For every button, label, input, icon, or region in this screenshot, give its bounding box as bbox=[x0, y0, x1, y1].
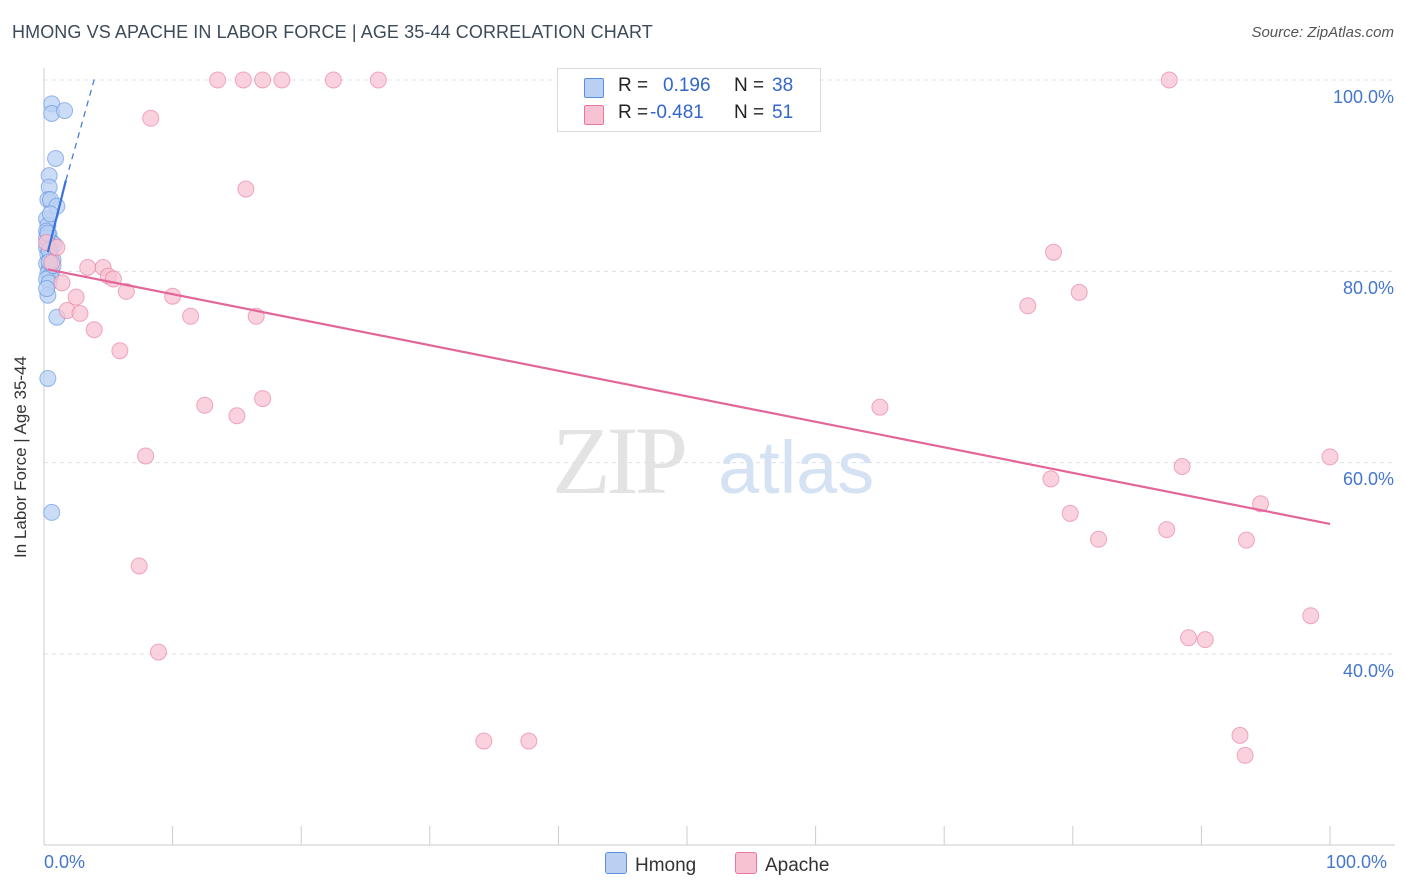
r-label: R = bbox=[618, 75, 649, 96]
apache-point bbox=[1061, 504, 1079, 522]
apache-point bbox=[53, 274, 71, 292]
apache-point bbox=[1042, 470, 1060, 488]
apache-point bbox=[1302, 607, 1320, 625]
apache-point bbox=[520, 732, 538, 750]
hmong-point bbox=[56, 102, 74, 120]
y-tick-label: 80.0% bbox=[1342, 278, 1394, 298]
watermark-atlas: atlas bbox=[718, 426, 875, 509]
apache-point bbox=[237, 180, 255, 198]
hmong-trend-extension bbox=[65, 75, 97, 181]
apache-point bbox=[324, 71, 342, 89]
apache-point bbox=[1019, 297, 1037, 315]
apache-point bbox=[71, 304, 89, 322]
chart-title: HMONG VS APACHE IN LABOR FORCE | AGE 35-… bbox=[12, 22, 653, 42]
legend-row-hmong: R = 0.196 N = 38 bbox=[558, 74, 820, 100]
apache-point bbox=[117, 282, 135, 300]
apache-point bbox=[67, 288, 85, 306]
apache-point bbox=[130, 557, 148, 575]
legend-label: Hmong bbox=[635, 855, 697, 876]
apache-point bbox=[1158, 521, 1176, 539]
legend-label: Apache bbox=[765, 855, 830, 876]
n-label: N = bbox=[734, 75, 765, 96]
apache-point bbox=[1070, 283, 1088, 301]
apache-point bbox=[142, 109, 160, 127]
apache-point bbox=[43, 254, 61, 272]
legend: R = 0.196 N = 38 R = -0.481 N = 51 bbox=[557, 68, 821, 132]
apache-point bbox=[1231, 726, 1249, 744]
x-tick-label: 0.0% bbox=[44, 852, 86, 872]
apache-point bbox=[1321, 448, 1339, 466]
apache-point bbox=[137, 447, 155, 465]
r-value: 0.196 bbox=[663, 75, 711, 96]
apache-point bbox=[228, 407, 246, 425]
y-tick-label: 100.0% bbox=[1332, 87, 1394, 107]
apache-swatch bbox=[584, 105, 604, 125]
apache-point bbox=[1090, 530, 1108, 548]
apache-point bbox=[475, 732, 493, 750]
apache-point bbox=[1045, 243, 1063, 261]
apache-point bbox=[79, 259, 97, 277]
apache-point bbox=[369, 71, 387, 89]
watermark-zip: ZIP bbox=[552, 407, 688, 514]
source-label: Source: ZipAtlas.com bbox=[1251, 24, 1394, 41]
hmong-point bbox=[38, 280, 56, 298]
apache-point bbox=[182, 307, 200, 325]
apache-point bbox=[1196, 631, 1214, 649]
legend-row-apache: R = -0.481 N = 51 bbox=[558, 101, 820, 127]
apache-point bbox=[871, 398, 889, 416]
y-tick-label: 60.0% bbox=[1342, 469, 1394, 489]
apache-point bbox=[254, 71, 272, 89]
hmong-trend-line bbox=[46, 180, 67, 253]
apache-point bbox=[209, 71, 227, 89]
n-label: N = bbox=[734, 102, 765, 123]
n-value: 38 bbox=[772, 75, 794, 96]
x-tick-label: 100.0% bbox=[1326, 852, 1388, 872]
hmong-point bbox=[39, 369, 57, 387]
legend-item-hmong: Hmong bbox=[605, 852, 696, 877]
r-value: -0.481 bbox=[650, 102, 704, 123]
apache-swatch bbox=[735, 852, 757, 874]
apache-point bbox=[111, 342, 129, 360]
apache-trend-line bbox=[47, 268, 1331, 525]
hmong-swatch bbox=[584, 78, 604, 98]
y-tick-label: 40.0% bbox=[1342, 661, 1394, 681]
apache-point bbox=[1173, 457, 1191, 475]
hmong-point bbox=[43, 503, 61, 521]
apache-point bbox=[254, 390, 272, 408]
apache-point bbox=[149, 643, 167, 661]
apache-point bbox=[196, 396, 214, 414]
apache-point bbox=[1180, 629, 1198, 647]
apache-point bbox=[273, 71, 291, 89]
y-axis-label: In Labor Force | Age 35-44 bbox=[11, 356, 30, 558]
apache-point bbox=[234, 71, 252, 89]
apache-point bbox=[1160, 71, 1178, 89]
apache-point bbox=[1237, 531, 1255, 549]
r-label: R = bbox=[618, 102, 649, 123]
n-value: 51 bbox=[772, 102, 794, 123]
legend-item-apache: Apache bbox=[735, 852, 829, 877]
hmong-swatch bbox=[605, 852, 627, 874]
apache-point bbox=[85, 321, 103, 339]
apache-point bbox=[1252, 495, 1270, 513]
apache-point bbox=[1236, 746, 1254, 764]
hmong-point bbox=[47, 149, 65, 167]
